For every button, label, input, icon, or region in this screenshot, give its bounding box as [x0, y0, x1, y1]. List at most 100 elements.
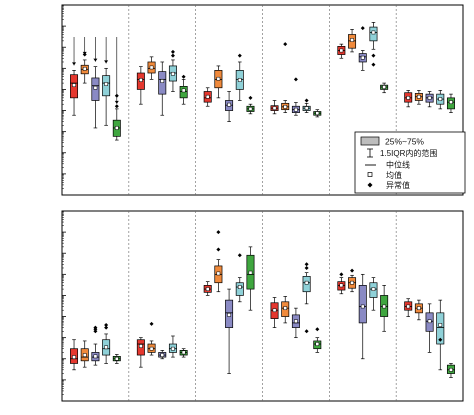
mean-marker — [417, 306, 421, 311]
legend-mean-symbol — [367, 172, 373, 177]
bottom-panel — [61, 210, 464, 402]
box-cu-py1 — [203, 87, 212, 107]
box-as-py3b — [369, 22, 378, 67]
mean-marker — [216, 271, 221, 276]
box-zn-py3a — [291, 77, 300, 116]
mean-marker — [382, 304, 386, 309]
mean-marker — [82, 353, 87, 357]
mean-marker — [93, 85, 98, 90]
box-cd-py2 — [147, 321, 156, 356]
box-co-py1 — [70, 70, 79, 116]
outlier-marker — [304, 262, 309, 267]
mean-marker — [294, 319, 298, 324]
box-cd-py1 — [136, 337, 145, 368]
outlier-marker — [360, 26, 365, 31]
box-ag-py2 — [80, 340, 89, 368]
box-cu-py2 — [214, 65, 223, 99]
mean-marker — [72, 355, 76, 359]
mean-marker — [205, 94, 210, 99]
outlier-marker — [93, 329, 98, 334]
outlier-marker — [149, 321, 154, 326]
outlier-marker — [283, 42, 288, 47]
mean-marker — [449, 367, 453, 372]
box-iqr — [436, 312, 445, 345]
box-sb-py2 — [214, 230, 223, 293]
mean-marker — [315, 342, 320, 346]
box-ni-py1 — [136, 66, 145, 105]
outlier-marker — [339, 272, 344, 277]
box-au-py3c — [313, 327, 322, 353]
box-ag-py3a — [91, 325, 100, 366]
mean-marker — [104, 82, 108, 86]
mean-marker — [449, 100, 453, 105]
box-ni-py3c — [179, 74, 188, 105]
mean-marker — [93, 354, 98, 359]
mean-marker — [72, 83, 76, 87]
mean-marker — [237, 78, 242, 82]
box-iqr — [358, 285, 367, 324]
box-se-py3c — [446, 93, 455, 113]
box-bi-py1 — [404, 298, 413, 317]
mean-marker — [139, 344, 143, 348]
box-ni-py3b — [168, 49, 177, 92]
mean-marker — [350, 38, 354, 42]
series-annotations — [72, 37, 119, 104]
mean-marker — [160, 79, 165, 83]
outlier-marker — [237, 53, 242, 58]
box-cu-py3c — [246, 95, 255, 115]
box-au-py2 — [281, 296, 290, 324]
legend-mean-label: 均值 — [386, 170, 402, 180]
box-ag-py3c — [112, 354, 121, 364]
box-ag-py3b — [102, 322, 111, 364]
box-au-py1 — [270, 297, 279, 328]
outlier-marker — [104, 322, 109, 327]
mean-marker — [171, 346, 175, 351]
mean-marker — [371, 30, 376, 35]
mean-marker — [283, 104, 288, 109]
box-au-py3a — [291, 307, 300, 339]
mean-marker — [350, 280, 354, 285]
outlier-marker — [371, 53, 376, 58]
outlier-marker — [93, 325, 98, 330]
box-as-py3c — [380, 82, 389, 94]
box-pb-py3b — [369, 277, 378, 311]
mean-marker — [114, 356, 119, 361]
outlier-marker — [216, 230, 221, 235]
mean-marker — [339, 283, 344, 288]
top-panel — [61, 4, 464, 196]
box-pb-py3c — [380, 285, 389, 332]
legend-outlier-label: 异常值 — [386, 180, 410, 190]
box-co-py2 — [80, 52, 89, 84]
mean-marker — [283, 306, 288, 311]
box-zn-py1 — [270, 100, 279, 115]
mean-marker — [216, 76, 221, 81]
mean-marker — [339, 48, 344, 53]
box-as-py1 — [337, 43, 346, 59]
mean-marker — [360, 55, 365, 60]
box-co-py3a — [91, 66, 100, 129]
box-au-py3b — [302, 262, 311, 334]
box-as-py3a — [358, 26, 367, 71]
mean-marker — [360, 304, 365, 309]
box-as-py2 — [348, 29, 357, 53]
mean-marker — [406, 95, 411, 100]
outlier-marker — [315, 327, 320, 332]
annotation-arrow-head — [72, 62, 77, 66]
box-cu-py3b — [235, 53, 244, 101]
mean-marker — [114, 126, 119, 130]
box-sb-py1 — [203, 281, 212, 296]
mean-marker — [171, 71, 175, 76]
box-iqr — [235, 282, 244, 296]
legend-box-swatch — [360, 136, 380, 146]
outlier-marker — [350, 268, 355, 273]
outlier-marker — [371, 62, 376, 67]
box-cd-py3b — [168, 335, 177, 358]
box-co-py3c — [112, 93, 121, 141]
outlier-marker — [304, 265, 309, 270]
outlier-marker — [248, 95, 253, 100]
mean-marker — [227, 102, 231, 107]
mean-marker — [406, 304, 411, 309]
outlier-marker — [170, 49, 175, 54]
mean-marker — [160, 353, 165, 357]
